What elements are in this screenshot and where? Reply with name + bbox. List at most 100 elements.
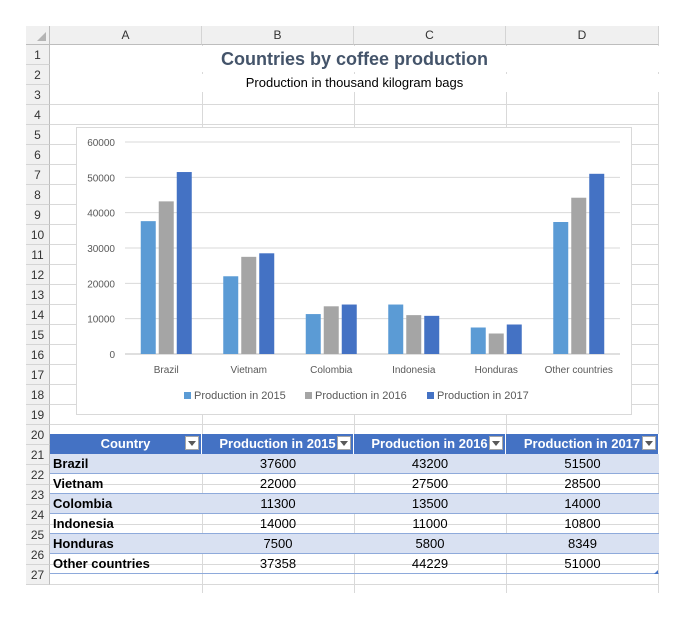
table-row-border	[50, 553, 659, 554]
y-tick-label: 30000	[87, 244, 115, 255]
row-header[interactable]: 23	[26, 485, 50, 505]
table-cell-country[interactable]: Brazil	[50, 454, 202, 474]
table-cell-value[interactable]: 43200	[354, 454, 506, 474]
table-cell-value[interactable]: 44229	[411, 556, 449, 571]
table-cell-country[interactable]: Vietnam	[53, 476, 104, 491]
row-header[interactable]: 21	[26, 445, 50, 465]
bar-0-1	[158, 201, 174, 354]
row-header[interactable]: 18	[26, 385, 50, 405]
row-header[interactable]: 8	[26, 185, 50, 205]
legend-swatch	[184, 392, 191, 399]
column-header-d[interactable]: D	[506, 26, 659, 45]
bar-5-1	[571, 197, 587, 354]
column-header-c[interactable]: C	[354, 26, 506, 45]
x-tick-label: Indonesia	[392, 365, 436, 376]
row-header[interactable]: 15	[26, 325, 50, 345]
coffee-production-chart[interactable]: 0 10000 20000 30000 40000 50000 60000 Brazil Vie…	[76, 127, 632, 415]
table-cell-value[interactable]: 51500	[506, 454, 659, 474]
row-header[interactable]: 2	[26, 65, 50, 85]
row-header[interactable]: 24	[26, 505, 50, 525]
bar-4-0	[470, 327, 486, 354]
table-cell-country[interactable]: Honduras	[50, 534, 202, 554]
row-header[interactable]: 7	[26, 165, 50, 185]
bar-5-0	[553, 222, 569, 354]
table-cell-value[interactable]: 11000	[412, 516, 448, 531]
filter-dropdown-icon[interactable]	[489, 436, 503, 450]
row-header[interactable]: 26	[26, 545, 50, 565]
table-cell-value[interactable]: 37358	[259, 556, 297, 571]
row-header[interactable]: 9	[26, 205, 50, 225]
row-header[interactable]: 25	[26, 525, 50, 545]
filter-dropdown-icon[interactable]	[642, 436, 656, 450]
row-header[interactable]: 4	[26, 105, 50, 125]
bar-1-2	[259, 253, 275, 354]
x-tick-label: Vietnam	[230, 365, 267, 376]
table-cell-value[interactable]: 10800	[564, 516, 601, 531]
table-header-2017[interactable]: Production in 2017	[506, 434, 659, 454]
y-tick-label: 50000	[87, 173, 115, 184]
column-header-a[interactable]: A	[50, 26, 202, 45]
table-cell-value[interactable]: 37600	[202, 454, 354, 474]
y-tick-label: 20000	[87, 279, 115, 290]
bar-3-1	[406, 315, 422, 354]
filter-dropdown-icon[interactable]	[337, 436, 351, 450]
sheet-title[interactable]: Countries by coffee production	[50, 46, 659, 72]
table-resize-handle-icon[interactable]	[654, 570, 658, 574]
table-header-2015[interactable]: Production in 2015	[202, 434, 354, 454]
row-header[interactable]: 5	[26, 125, 50, 145]
sheet-subtitle[interactable]: Production in thousand kilogram bags	[50, 74, 659, 92]
row-header[interactable]: 6	[26, 145, 50, 165]
legend-label: Production in 2017	[437, 390, 529, 402]
table-cell-value[interactable]: 11300	[202, 494, 354, 514]
x-tick-label: Honduras	[475, 365, 518, 376]
row-header[interactable]: 1	[26, 45, 50, 65]
row-header[interactable]: 27	[26, 565, 50, 585]
table-cell-value[interactable]: 13500	[354, 494, 506, 514]
table-header-country[interactable]: Country	[50, 434, 202, 454]
bar-1-1	[241, 256, 257, 354]
y-tick-label: 40000	[87, 209, 115, 220]
bar-2-2	[341, 304, 357, 354]
bar-1-0	[223, 276, 239, 354]
row-header[interactable]: 19	[26, 405, 50, 425]
y-tick-label: 0	[109, 350, 115, 361]
row-header[interactable]: 17	[26, 365, 50, 385]
table-row-border	[50, 513, 659, 514]
row-header[interactable]: 22	[26, 465, 50, 485]
header-label: Production in 2016	[371, 436, 488, 451]
filter-dropdown-icon[interactable]	[185, 436, 199, 450]
table-cell-value[interactable]: 51000	[564, 556, 601, 571]
row-header[interactable]: 10	[26, 225, 50, 245]
grid-line	[658, 45, 659, 593]
table-cell-country[interactable]: Other countries	[53, 556, 150, 571]
table-header-2016[interactable]: Production in 2016	[354, 434, 506, 454]
column-header-b[interactable]: B	[202, 26, 354, 45]
bar-3-2	[424, 315, 440, 354]
spreadsheet-grid: A B C D 1 2 3 4 5 6 7 8 9 10 11 12 13 14 15 16 17 18 19 20 2…	[26, 26, 659, 593]
table-cell-country[interactable]: Indonesia	[53, 516, 114, 531]
table-cell-value[interactable]: 14000	[506, 494, 659, 514]
row-header[interactable]: 3	[26, 85, 50, 105]
row-header[interactable]: 12	[26, 265, 50, 285]
table-cell-value[interactable]: 14000	[259, 516, 297, 531]
row-header[interactable]: 11	[26, 245, 50, 265]
row-header[interactable]: 20	[26, 425, 50, 445]
row-header[interactable]: 13	[26, 285, 50, 305]
table-cell-value[interactable]: 8349	[506, 534, 659, 554]
bar-4-2	[506, 324, 522, 354]
row-header[interactable]: 16	[26, 345, 50, 365]
row-header[interactable]: 14	[26, 305, 50, 325]
table-cell-value[interactable]: 22000	[259, 476, 297, 491]
table-cell-value[interactable]: 7500	[202, 534, 354, 554]
table-row-border	[50, 573, 659, 574]
bar-2-0	[305, 314, 321, 354]
table-cell-country[interactable]: Colombia	[50, 494, 202, 514]
table-cell-value[interactable]: 28500	[564, 476, 601, 491]
select-all-corner[interactable]	[26, 26, 50, 45]
bar-3-0	[388, 304, 404, 354]
legend-swatch	[305, 392, 312, 399]
header-label: Country	[100, 436, 151, 451]
table-cell-value[interactable]: 5800	[354, 534, 506, 554]
bar-4-1	[488, 333, 504, 354]
table-cell-value[interactable]: 27500	[411, 476, 449, 491]
